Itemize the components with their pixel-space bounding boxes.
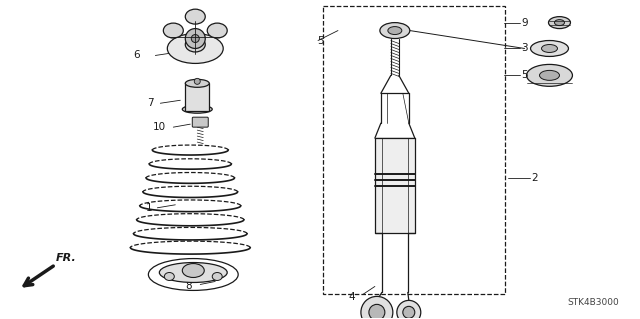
Ellipse shape [548,17,570,29]
Text: 10: 10 [152,122,166,132]
Circle shape [397,300,420,319]
Ellipse shape [527,64,572,86]
Ellipse shape [186,79,209,87]
Ellipse shape [531,41,568,56]
Text: 2: 2 [532,173,538,183]
Ellipse shape [388,26,402,34]
Ellipse shape [186,37,205,52]
Ellipse shape [540,70,559,80]
Bar [186,83,209,111]
Circle shape [403,306,415,318]
Ellipse shape [159,263,227,282]
Circle shape [369,304,385,319]
Ellipse shape [186,9,205,24]
Text: STK4B3000: STK4B3000 [568,298,620,307]
Ellipse shape [164,272,174,280]
Circle shape [195,78,200,84]
Text: 8: 8 [186,281,192,292]
Ellipse shape [212,272,222,280]
Circle shape [191,34,199,42]
FancyBboxPatch shape [192,117,208,127]
Ellipse shape [380,23,410,39]
Text: 7: 7 [147,98,154,108]
Text: FR.: FR. [56,253,76,263]
Ellipse shape [167,33,223,63]
Text: 1: 1 [145,203,152,213]
Ellipse shape [207,23,227,38]
Text: 9: 9 [522,18,528,28]
Text: 5: 5 [522,70,528,80]
Circle shape [361,296,393,319]
Ellipse shape [554,19,564,26]
Ellipse shape [541,45,557,52]
Text: 3: 3 [522,43,528,54]
Ellipse shape [182,105,212,113]
Text: 4: 4 [348,293,355,302]
Text: 6: 6 [133,50,140,61]
Circle shape [186,29,205,48]
Bar [375,138,415,233]
Ellipse shape [182,263,204,278]
Bar [323,6,504,294]
Ellipse shape [163,23,183,38]
Text: 5: 5 [317,35,324,46]
